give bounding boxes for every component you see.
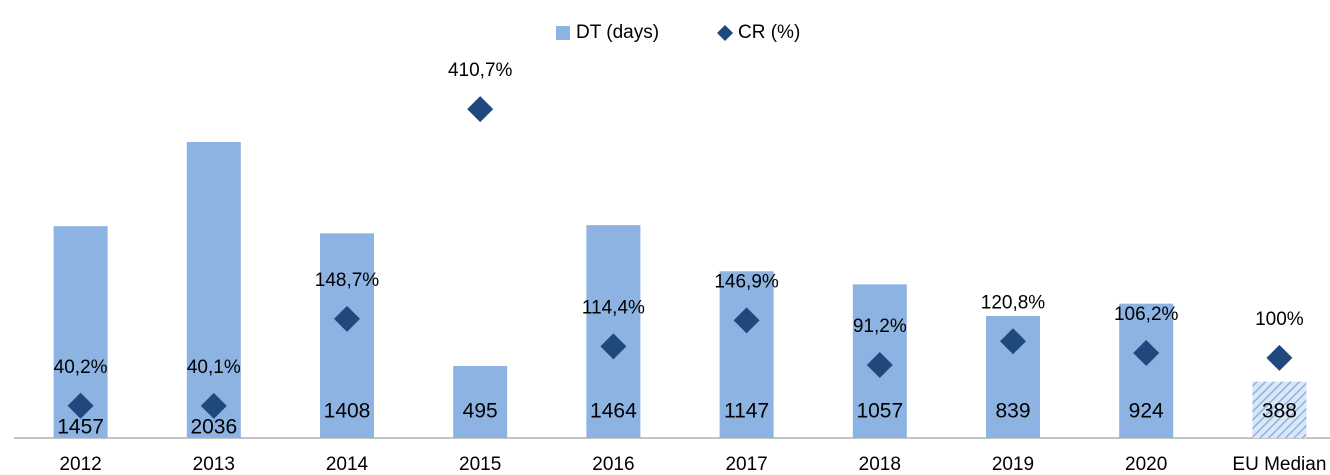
cr-value-label: 91,2% bbox=[853, 316, 907, 337]
x-tick-label: 2012 bbox=[59, 454, 101, 475]
cr-value-label: 100% bbox=[1255, 309, 1304, 330]
x-tick-label: 2016 bbox=[592, 454, 634, 475]
bar-value-label: 1057 bbox=[856, 400, 903, 423]
bar bbox=[1119, 303, 1174, 438]
cr-value-label: 410,7% bbox=[448, 60, 513, 81]
bar-value-label: 1464 bbox=[590, 400, 637, 423]
diamond-marker bbox=[1266, 344, 1293, 371]
diamond-marker bbox=[334, 305, 360, 332]
bar-value-label: 839 bbox=[995, 400, 1030, 423]
x-tick-label: 2020 bbox=[1125, 454, 1167, 475]
diamond-marker bbox=[1133, 339, 1160, 366]
bar-value-label: 1457 bbox=[57, 416, 104, 439]
cr-value-label: 146,9% bbox=[714, 271, 779, 292]
bar bbox=[586, 225, 641, 438]
bar-value-label: 2036 bbox=[190, 416, 237, 439]
diamond-marker bbox=[733, 307, 760, 334]
bar-value-label: 1147 bbox=[724, 400, 769, 423]
x-tick-label: 2018 bbox=[859, 454, 901, 475]
x-tick-label: 2015 bbox=[459, 454, 501, 475]
bar bbox=[1252, 381, 1307, 438]
bar-value-label: 388 bbox=[1262, 400, 1297, 423]
diamond-marker bbox=[467, 96, 494, 123]
x-tick-label: 2014 bbox=[326, 454, 369, 475]
diamond-marker bbox=[1000, 328, 1026, 355]
legend-swatch bbox=[717, 25, 733, 41]
cr-value-label: 40,1% bbox=[187, 357, 241, 378]
bar bbox=[320, 233, 374, 438]
cr-value-label: 114,4% bbox=[582, 297, 645, 318]
bar-value-label: 1408 bbox=[324, 400, 371, 423]
bar-value-label: 924 bbox=[1129, 400, 1164, 423]
x-tick-label: 2017 bbox=[725, 454, 767, 475]
diamond-marker bbox=[866, 351, 893, 378]
bar bbox=[186, 141, 241, 438]
cr-value-label: 106,2% bbox=[1114, 304, 1179, 325]
diamond-marker bbox=[67, 392, 94, 419]
legend-label: DT (days) bbox=[576, 22, 659, 43]
cr-value-label: 40,2% bbox=[54, 357, 108, 378]
x-tick-label: EU Median bbox=[1232, 454, 1326, 475]
cr-value-label: 120,8% bbox=[981, 292, 1046, 313]
diamond-marker bbox=[600, 333, 627, 360]
bar bbox=[719, 271, 774, 438]
diamond-marker bbox=[200, 392, 227, 419]
legend-swatch bbox=[556, 26, 570, 40]
x-tick-label: 2019 bbox=[992, 454, 1034, 475]
cr-value-label: 148,7% bbox=[315, 270, 380, 291]
bar bbox=[453, 366, 508, 438]
x-tick-label: 2013 bbox=[193, 454, 235, 475]
bar-value-label: 495 bbox=[463, 400, 498, 423]
legend-label: CR (%) bbox=[738, 22, 800, 43]
